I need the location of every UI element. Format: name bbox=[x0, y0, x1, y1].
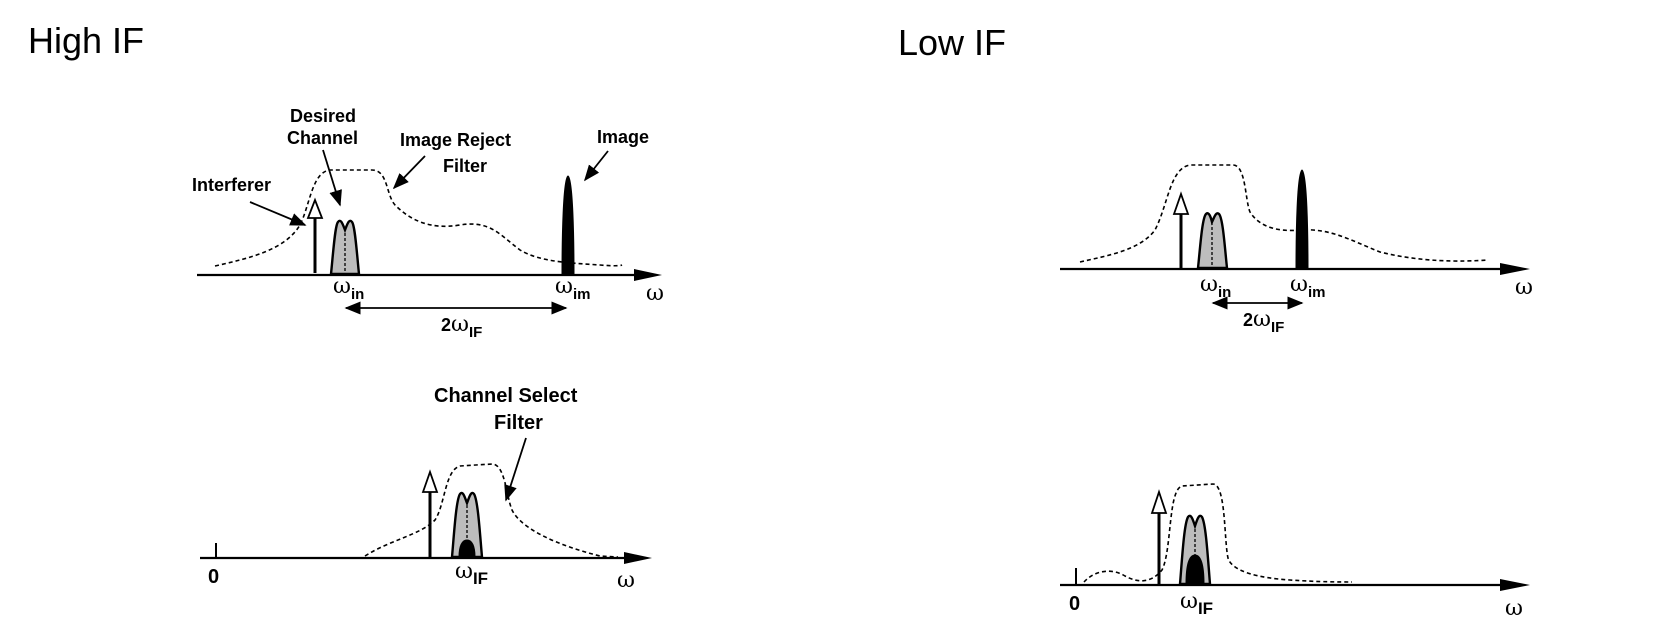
interferer-arrowhead bbox=[1150, 489, 1168, 514]
interferer-arrowhead bbox=[421, 469, 439, 493]
omega-axis-label: ω bbox=[617, 568, 635, 593]
channel-label: Channel bbox=[287, 128, 358, 148]
channel-select-pointer bbox=[504, 437, 527, 502]
omega-axis-label: ω bbox=[1515, 275, 1533, 300]
image-reject-filter-curve bbox=[214, 169, 623, 267]
desired-label: Desired bbox=[290, 106, 356, 126]
two-omega-if-label: 2ωIF bbox=[441, 312, 482, 341]
omega-axis-label: ω bbox=[646, 281, 664, 306]
channel-select-filter-curve bbox=[364, 463, 619, 558]
low-if-if-spectrum: 0 ωIF ω bbox=[1060, 483, 1530, 621]
zero-label: 0 bbox=[1069, 593, 1080, 615]
omega-if-label: ωIF bbox=[1180, 589, 1213, 618]
omega-im-label: ωim bbox=[555, 274, 590, 303]
interferer-label: Interferer bbox=[192, 175, 271, 195]
image-reject-label: Image Reject bbox=[400, 130, 511, 150]
channel-select-filter-label: Filter bbox=[494, 412, 543, 434]
zero-label: 0 bbox=[208, 566, 219, 588]
high-if-rf-spectrum: Desired Channel Image Reject Filter Inte… bbox=[192, 106, 664, 341]
two-omega-if-label: 2ωIF bbox=[1243, 307, 1284, 336]
image-label: Image bbox=[597, 127, 649, 147]
axis-arrowhead bbox=[634, 269, 662, 281]
omega-in-label: ωin bbox=[333, 274, 364, 303]
desired-channel-shape bbox=[1196, 212, 1229, 270]
channel-select-filter-curve bbox=[1083, 483, 1353, 583]
axis-arrowhead bbox=[624, 552, 652, 564]
axis-arrowhead bbox=[1500, 579, 1530, 591]
channel-select-label: Channel Select bbox=[434, 385, 578, 407]
omega-in-label: ωin bbox=[1200, 272, 1231, 301]
omega-if-label: ωIF bbox=[455, 559, 488, 588]
axis-arrowhead bbox=[1500, 263, 1530, 275]
image-pointer bbox=[583, 150, 609, 182]
interferer-pointer bbox=[249, 201, 307, 226]
high-if-heading: High IF bbox=[28, 20, 145, 61]
folded-image-shape bbox=[458, 539, 476, 558]
image-signal-shape bbox=[1295, 169, 1309, 269]
interferer-arrowhead bbox=[1172, 191, 1190, 215]
image-reject-filter-label: Filter bbox=[443, 156, 487, 176]
image-signal-shape bbox=[561, 175, 575, 275]
interferer-arrowhead bbox=[306, 197, 324, 219]
image-reject-filter-curve bbox=[1079, 164, 1489, 263]
low-if-heading: Low IF bbox=[898, 22, 1007, 63]
low-if-rf-spectrum: ωin ωim ω 2ωIF bbox=[1060, 164, 1533, 336]
high-if-if-spectrum: Channel Select Filter 0 ωIF ω bbox=[200, 385, 652, 593]
desired-channel-pointer bbox=[322, 149, 342, 207]
image-reject-pointer bbox=[392, 155, 426, 190]
omega-im-label: ωim bbox=[1290, 272, 1325, 301]
omega-axis-label: ω bbox=[1505, 596, 1523, 621]
